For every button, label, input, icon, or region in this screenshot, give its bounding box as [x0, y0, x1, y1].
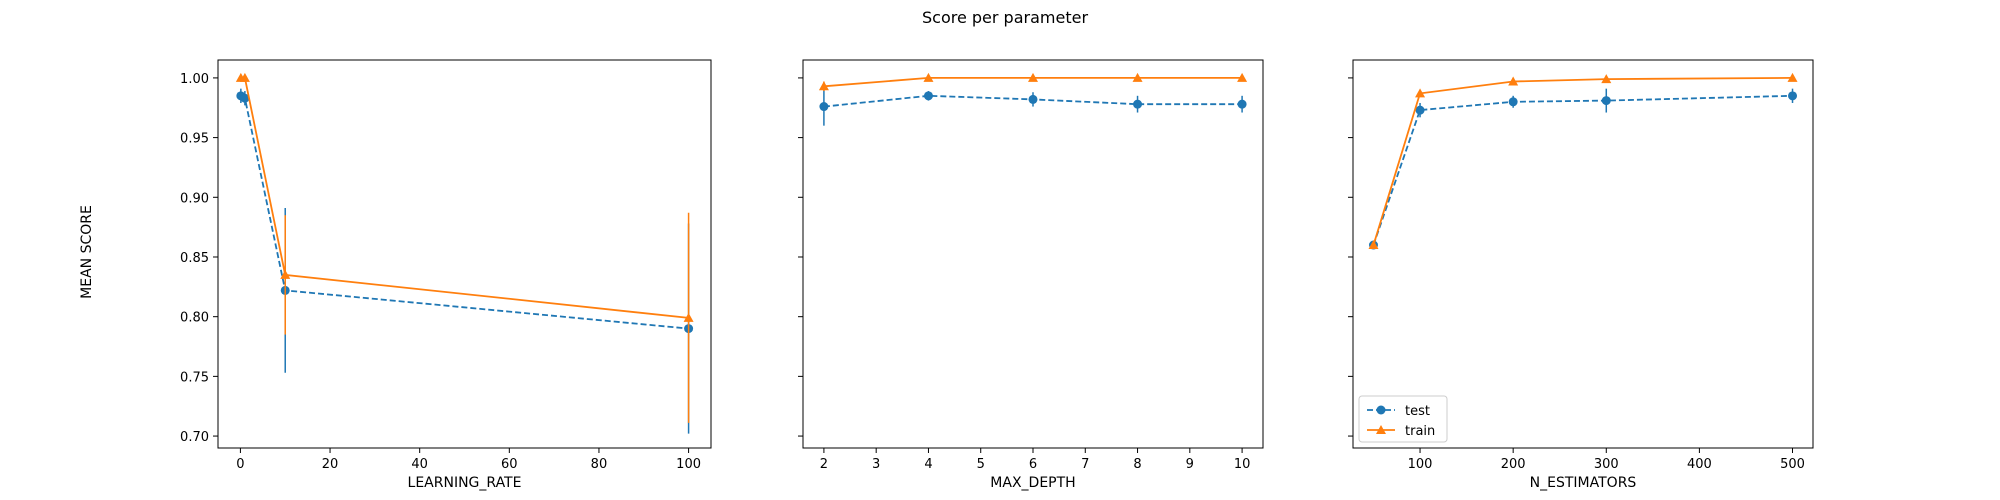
x-tick-label: 9 [1186, 457, 1194, 472]
data-point-test [1508, 97, 1518, 107]
axes-frame [1352, 59, 1814, 449]
x-tick-label: 20 [322, 457, 339, 472]
data-point-train [683, 312, 694, 322]
y-axis-label: MEAN SCORE [79, 205, 95, 299]
data-point-train [1601, 74, 1612, 84]
y-tick-label: 0.80 [180, 311, 209, 326]
data-point-test [1601, 96, 1611, 106]
legend-label: test [1405, 404, 1430, 419]
data-point-train [280, 269, 291, 279]
x-tick-label: 4 [924, 457, 932, 472]
data-point-test [1028, 94, 1038, 104]
y-tick-label: 0.85 [180, 251, 209, 266]
data-point-train [1237, 72, 1248, 82]
x-tick-label: 300 [1594, 457, 1619, 472]
figure-title: Score per parameter [922, 8, 1088, 27]
data-point-train [239, 72, 250, 82]
data-point-train [1028, 72, 1038, 82]
axes-frame [217, 59, 712, 449]
x-axis-label: LEARNING_RATE [408, 475, 522, 491]
data-point-test [1415, 105, 1425, 115]
data-point-train [1368, 240, 1379, 250]
series-train [1368, 72, 1798, 250]
series-train [235, 72, 694, 423]
subplots: 0.70 0.75 0.80 0.85 0.90 0.95 1.00 0 20 40 60 80 100… [180, 59, 1814, 491]
x-tick-label: 2 [820, 457, 828, 472]
x-tick-label: 5 [977, 457, 985, 472]
series-test [236, 88, 694, 434]
legend: test train [1358, 395, 1448, 443]
x-tick-label: 80 [591, 457, 608, 472]
data-point-train [1787, 72, 1798, 82]
x-tick-label: 60 [501, 457, 518, 472]
series-line-test [1372, 94, 1793, 246]
x-tick-label: 100 [1408, 457, 1433, 472]
data-point-test [923, 91, 933, 101]
legend-label: train [1405, 424, 1435, 439]
series-line-train [1372, 77, 1793, 246]
data-point-train [1508, 76, 1519, 86]
x-tick-label: 200 [1501, 457, 1526, 472]
subplot-2: 2 3 4 5 6 7 8 9 10 MAX_DEPTH [798, 59, 1264, 491]
x-tick-label: 500 [1780, 457, 1805, 472]
legend-entry-train: train [1367, 424, 1435, 439]
series-test [1368, 88, 1798, 250]
series-train [818, 72, 1248, 92]
x-axis-label: MAX_DEPTH [990, 475, 1075, 491]
y-tick-label: 0.90 [180, 191, 209, 206]
y-tick-label: 0.95 [180, 132, 209, 147]
x-tick-label: 100 [676, 457, 701, 472]
series-test [819, 87, 1247, 126]
x-tick-label: 10 [1234, 457, 1251, 472]
data-point-train [1132, 72, 1143, 82]
x-axis-label: N_ESTIMATORS [1530, 475, 1637, 491]
data-point-train [923, 72, 934, 82]
data-point-test [1133, 99, 1143, 109]
data-point-train [818, 81, 829, 91]
axes-frame [802, 59, 1264, 449]
data-point-test [1237, 99, 1247, 109]
legend-marker [1376, 405, 1386, 415]
x-tick-label: 3 [872, 457, 880, 472]
legend-entry-test: test [1367, 404, 1430, 419]
x-tick-label: 400 [1687, 457, 1712, 472]
x-tick-label: 8 [1133, 457, 1141, 472]
x-tick-label: 40 [411, 457, 428, 472]
subplot-1: 0.70 0.75 0.80 0.85 0.90 0.95 1.00 0 20 40 60 80 100… [180, 59, 712, 491]
subplot-3: 100 200 300 400 500 N_ESTIMATORS [1348, 59, 1814, 491]
data-point-train [1415, 88, 1426, 98]
x-tick-label: 6 [1029, 457, 1037, 472]
y-tick-label: 1.00 [180, 72, 209, 87]
x-tick-label: 7 [1081, 457, 1089, 472]
legend-marker [1376, 425, 1386, 434]
x-tick-label: 0 [236, 457, 244, 472]
data-point-test [240, 93, 250, 103]
series-line-train [240, 77, 689, 319]
data-point-test [819, 102, 829, 112]
data-point-test [1788, 91, 1798, 101]
y-tick-label: 0.75 [180, 370, 209, 385]
y-tick-label: 0.70 [180, 430, 209, 445]
